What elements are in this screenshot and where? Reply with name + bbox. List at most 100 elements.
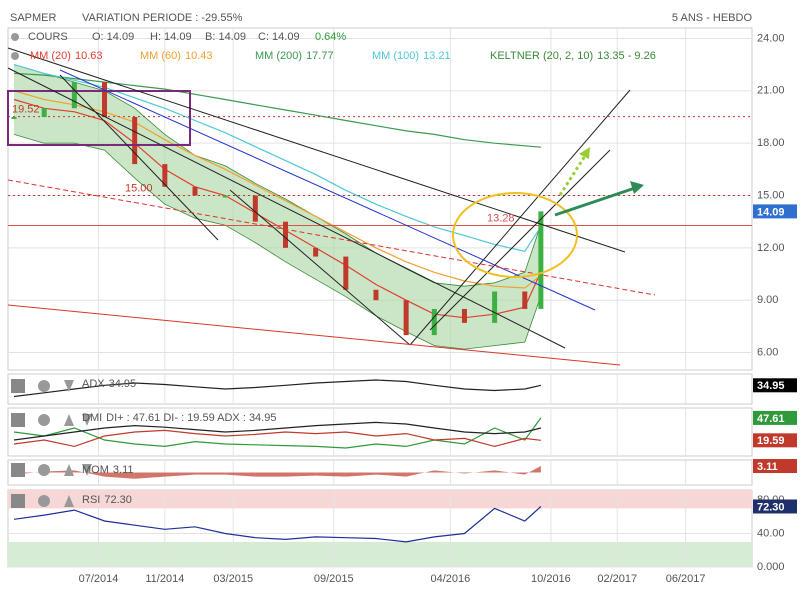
settings-icon[interactable] bbox=[11, 52, 19, 60]
y-tick-label: 0.000 bbox=[757, 561, 785, 573]
value-box bbox=[753, 433, 797, 448]
arrow bbox=[554, 186, 636, 217]
move-down-icon[interactable] bbox=[64, 380, 74, 392]
close-icon[interactable] bbox=[11, 463, 25, 477]
indicator-value: 72.30 bbox=[104, 494, 132, 506]
move-up-icon[interactable] bbox=[64, 464, 74, 476]
momentum-area bbox=[134, 472, 165, 479]
value-box-label: 47.61 bbox=[757, 413, 785, 425]
trend-line bbox=[7, 67, 566, 349]
momentum-area bbox=[285, 472, 316, 477]
marks bbox=[8, 64, 752, 543]
candle bbox=[492, 291, 498, 323]
value-box bbox=[753, 410, 797, 425]
candle bbox=[132, 116, 138, 165]
settings-icon[interactable] bbox=[38, 414, 50, 426]
momentum-area bbox=[255, 472, 286, 477]
candle bbox=[313, 247, 319, 257]
momentum-area bbox=[315, 472, 346, 477]
range-box bbox=[7, 90, 191, 146]
trend-line bbox=[409, 89, 631, 346]
drawings bbox=[7, 47, 656, 366]
indicator-name: MOM bbox=[82, 464, 109, 476]
candle bbox=[162, 164, 168, 187]
y-tick-label: 9.00 bbox=[757, 294, 778, 306]
value-box bbox=[753, 204, 797, 219]
zone bbox=[8, 490, 752, 509]
momentum-area bbox=[225, 472, 256, 477]
indicator-name: RSI bbox=[82, 494, 100, 506]
keltner-band bbox=[14, 64, 541, 350]
quote-high: H: 14.09 bbox=[150, 31, 192, 43]
momentum-area bbox=[345, 472, 376, 477]
settings-icon[interactable] bbox=[38, 495, 50, 507]
legend-value: 17.77 bbox=[306, 50, 334, 62]
momentum-area bbox=[494, 470, 525, 475]
icons bbox=[11, 33, 92, 508]
move-up-icon[interactable] bbox=[64, 495, 74, 507]
legend-name: MM (100) bbox=[372, 50, 419, 62]
y-tick-label: 12.00 bbox=[757, 242, 785, 254]
value-box bbox=[753, 499, 797, 514]
x-tick-label: 03/2015 bbox=[213, 573, 253, 585]
value-box-label: 14.09 bbox=[757, 206, 785, 218]
arrow bbox=[558, 155, 587, 196]
indicator-line bbox=[13, 379, 542, 398]
move-up-icon[interactable] bbox=[64, 414, 74, 426]
candle bbox=[192, 186, 198, 196]
momentum-area bbox=[464, 470, 495, 474]
variation: VARIATION PERIODE : -29.55% bbox=[82, 12, 243, 24]
candle bbox=[403, 300, 409, 336]
legend-entry: MM (200) 17.77 bbox=[255, 50, 334, 62]
legend-value: 10.63 bbox=[75, 50, 103, 62]
settings-icon[interactable] bbox=[11, 33, 19, 41]
settings-icon[interactable] bbox=[38, 464, 50, 476]
momentum-area bbox=[74, 470, 105, 477]
value-box-label: 72.30 bbox=[757, 501, 785, 513]
legend-name: MM (200) bbox=[255, 50, 302, 62]
candle bbox=[222, 195, 228, 198]
level-label: 19.52 bbox=[12, 104, 40, 116]
settings-icon[interactable] bbox=[38, 380, 50, 392]
trend-line bbox=[429, 149, 611, 331]
close-icon[interactable] bbox=[11, 494, 25, 508]
quote-low: B: 14.09 bbox=[205, 31, 246, 43]
move-down-icon[interactable] bbox=[82, 464, 92, 476]
y-tick-label: 6.00 bbox=[757, 346, 778, 358]
y-tick-label: 24.00 bbox=[757, 32, 785, 44]
candle bbox=[461, 308, 467, 323]
momentum-area bbox=[406, 470, 435, 477]
x-tick-label: 07/2014 bbox=[79, 573, 119, 585]
value-box-label: 3.11 bbox=[757, 461, 778, 473]
move-down-icon[interactable] bbox=[82, 414, 92, 426]
trend-line bbox=[7, 304, 621, 366]
momentum-area bbox=[375, 472, 407, 477]
indicator-name: ADX bbox=[82, 378, 105, 390]
adx-panel bbox=[7, 373, 753, 405]
indicator-name: DMI bbox=[82, 412, 102, 424]
y-tick-label: 40.00 bbox=[757, 527, 785, 539]
value-box-label: 19.59 bbox=[757, 435, 785, 447]
period: 5 ANS - HEBDO bbox=[672, 12, 753, 24]
quote-change: 0.64% bbox=[315, 31, 346, 43]
indicator-title: MOM 3.11 bbox=[82, 464, 133, 476]
legend-name: KELTNER (20, 2, 10) bbox=[490, 50, 593, 62]
close-icon[interactable] bbox=[11, 413, 25, 427]
level-label: 15.00 bbox=[125, 182, 153, 194]
close-icon[interactable] bbox=[11, 379, 25, 393]
legend-name: MM (60) bbox=[140, 50, 181, 62]
legend-value: 13.35 - 9.26 bbox=[597, 50, 656, 62]
indicator-line bbox=[13, 429, 541, 448]
value-box bbox=[753, 459, 797, 474]
candle bbox=[522, 291, 528, 309]
candle bbox=[373, 289, 379, 301]
indicator-line bbox=[13, 506, 542, 543]
indicator-value: 3.11 bbox=[113, 464, 134, 476]
candle bbox=[102, 82, 108, 117]
value-box-label: 34.95 bbox=[757, 380, 785, 392]
trend-line bbox=[229, 189, 411, 346]
quote-label: COURS bbox=[28, 31, 68, 43]
legend-entry: MM (60) 10.43 bbox=[140, 50, 212, 62]
x-tick-label: 10/2016 bbox=[531, 573, 571, 585]
